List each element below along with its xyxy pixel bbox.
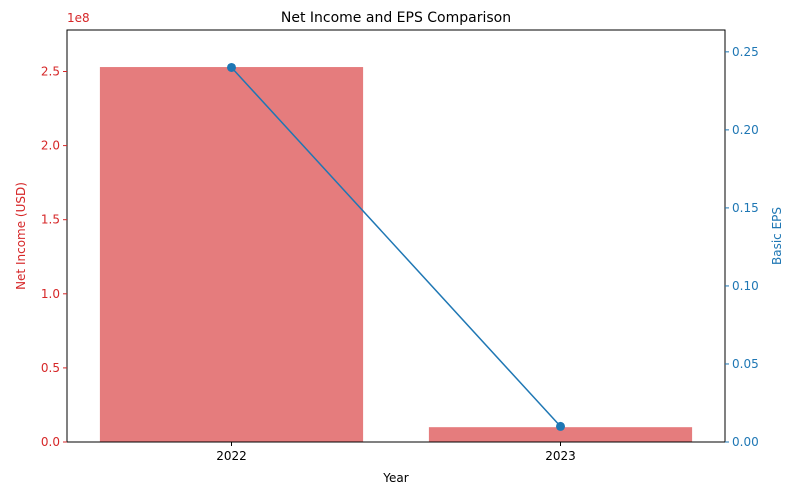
left-tick-label: 0.0 bbox=[41, 435, 60, 449]
left-axis-ticks: 0.0 0.5 1.0 1.5 2.0 2.5 bbox=[41, 64, 67, 449]
x-tick-label: 2022 bbox=[216, 449, 247, 463]
left-axis-offset-text: 1e8 bbox=[67, 11, 90, 25]
x-axis-label: Year bbox=[382, 471, 408, 485]
eps-point-2023 bbox=[556, 421, 565, 431]
left-tick-label: 1.0 bbox=[41, 287, 60, 301]
right-axis-label: Basic EPS bbox=[770, 207, 784, 265]
x-axis-ticks: 2022 2023 bbox=[216, 442, 576, 463]
left-tick-label: 0.5 bbox=[41, 361, 60, 375]
x-tick-label: 2023 bbox=[545, 449, 576, 463]
right-tick-label: 0.20 bbox=[732, 123, 759, 137]
eps-line-group bbox=[227, 62, 565, 431]
right-tick-label: 0.00 bbox=[732, 435, 759, 449]
right-axis-ticks: 0.00 0.05 0.10 0.15 0.20 0.25 bbox=[725, 45, 759, 449]
left-tick-label: 2.5 bbox=[41, 64, 60, 78]
right-tick-label: 0.10 bbox=[732, 279, 759, 293]
left-axis-label: Net Income (USD) bbox=[14, 182, 28, 290]
left-tick-label: 2.0 bbox=[41, 139, 60, 153]
right-tick-label: 0.15 bbox=[732, 201, 759, 215]
eps-point-2022 bbox=[227, 62, 236, 72]
chart-title: Net Income and EPS Comparison bbox=[281, 10, 511, 26]
bar-2023 bbox=[428, 427, 693, 442]
bar-2022 bbox=[99, 67, 364, 443]
left-tick-label: 1.5 bbox=[41, 213, 60, 227]
right-tick-label: 0.25 bbox=[732, 45, 759, 59]
plot-frame bbox=[66, 29, 726, 443]
eps-line bbox=[230, 66, 562, 427]
bars-group bbox=[99, 67, 693, 443]
right-tick-label: 0.05 bbox=[732, 357, 759, 371]
